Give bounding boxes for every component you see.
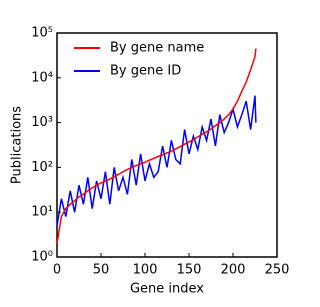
y-axis-label: Publications: [10, 106, 25, 184]
x-tick-label: 250: [265, 263, 290, 278]
x-tick-label: 150: [177, 263, 202, 278]
series-line: [56, 95, 257, 226]
y-tick-label: 10⁵: [31, 26, 53, 41]
series-line: [56, 48, 257, 244]
x-axis-label: Gene index: [130, 282, 204, 297]
y-tick-label: 10¹: [31, 205, 53, 220]
plot-frame: [56, 32, 278, 258]
legend-label: By gene name: [110, 41, 204, 56]
legend-label: By gene ID: [110, 64, 181, 79]
y-tick-label: 10⁴: [31, 70, 53, 85]
x-tick-label: 200: [221, 263, 246, 278]
y-tick-label: 10³: [31, 115, 53, 130]
x-tick-label: 0: [53, 263, 61, 278]
x-tick-label: 50: [93, 263, 110, 278]
chart: Gene index Publications 0 50 100 150 200 250 1…: [10, 26, 290, 297]
x-tick-label: 100: [133, 263, 158, 278]
y-tick-label: 10²: [31, 160, 53, 175]
y-tick-label: 10⁰: [31, 250, 53, 265]
